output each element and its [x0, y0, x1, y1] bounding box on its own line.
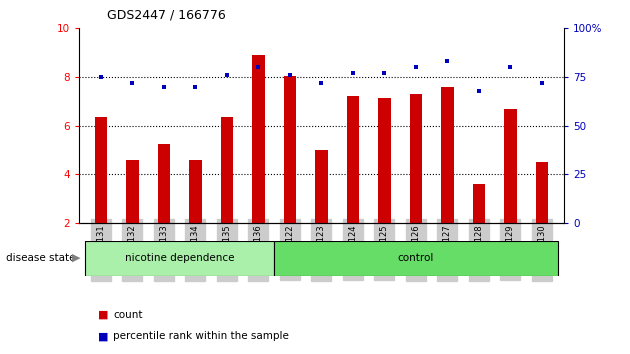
- Point: [474, 88, 484, 93]
- Text: count: count: [113, 310, 143, 320]
- Bar: [158, 144, 170, 223]
- Point: [222, 72, 232, 78]
- Text: ▶: ▶: [72, 253, 80, 263]
- Text: ■: ■: [98, 331, 108, 341]
- Bar: [94, 117, 107, 223]
- Bar: [410, 94, 422, 223]
- Point: [537, 80, 547, 86]
- Bar: [284, 76, 296, 223]
- Bar: [189, 160, 202, 223]
- Point: [285, 72, 295, 78]
- Point: [159, 84, 169, 90]
- Bar: [274, 241, 558, 276]
- Bar: [252, 55, 265, 223]
- Point: [348, 70, 358, 76]
- Bar: [472, 184, 485, 223]
- Text: disease state: disease state: [6, 253, 76, 263]
- Bar: [346, 96, 359, 223]
- Text: ■: ■: [98, 310, 108, 320]
- Text: nicotine dependence: nicotine dependence: [125, 253, 234, 263]
- Bar: [85, 241, 274, 276]
- Point: [379, 70, 389, 76]
- Point: [411, 64, 421, 70]
- Bar: [504, 109, 517, 223]
- Point: [96, 74, 106, 80]
- Point: [190, 84, 200, 90]
- Bar: [220, 117, 233, 223]
- Text: control: control: [398, 253, 434, 263]
- Bar: [441, 87, 454, 223]
- Point: [127, 80, 137, 86]
- Bar: [126, 160, 139, 223]
- Point: [316, 80, 326, 86]
- Point: [253, 64, 263, 70]
- Bar: [315, 150, 328, 223]
- Bar: [378, 98, 391, 223]
- Text: GDS2447 / 166776: GDS2447 / 166776: [107, 9, 226, 22]
- Point: [442, 58, 452, 64]
- Bar: [536, 162, 548, 223]
- Point: [505, 64, 515, 70]
- Text: percentile rank within the sample: percentile rank within the sample: [113, 331, 289, 341]
